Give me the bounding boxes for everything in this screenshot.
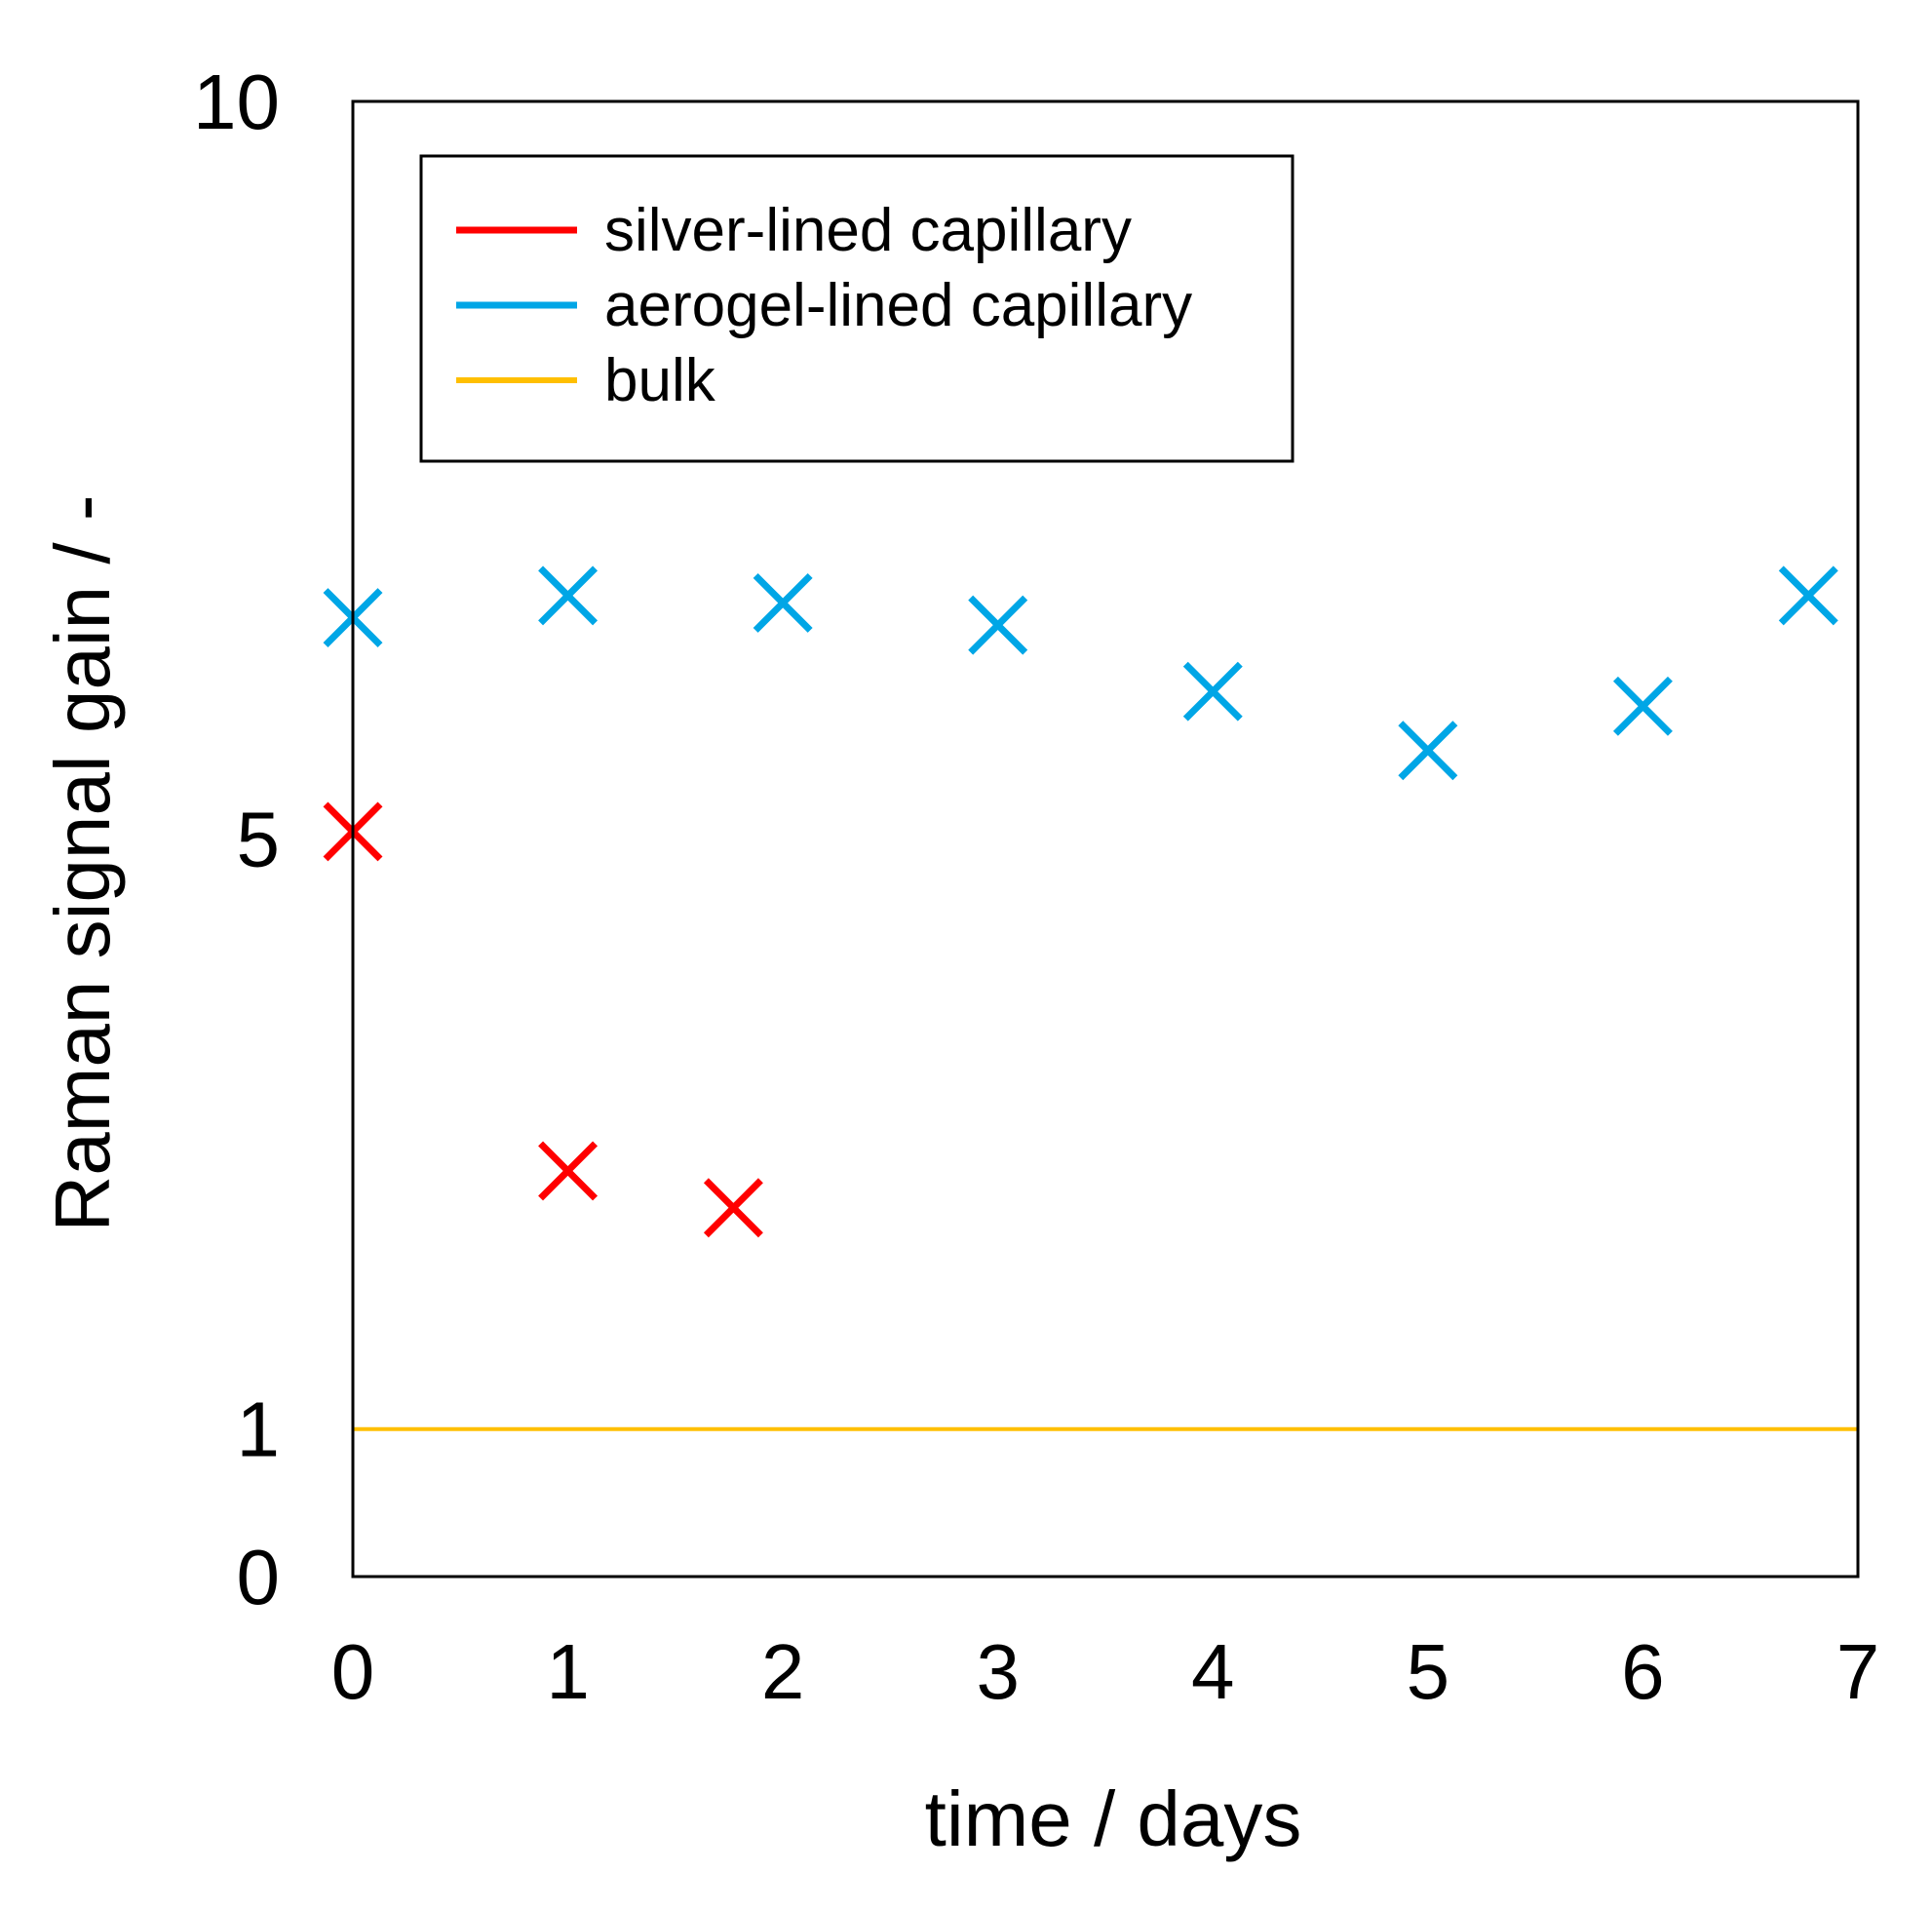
data-point-aerogel-lined-capillary [968,595,1028,655]
data-point-aerogel-lined-capillary [1778,566,1838,626]
y-tick-label: 1 [237,1386,281,1473]
data-point-aerogel-lined-capillary [1612,676,1673,736]
point-marker-stroke [753,572,813,633]
data-point-silver-lined-capillary [703,1178,763,1238]
x-tick-label: 3 [976,1628,1020,1715]
data-point-silver-lined-capillary [538,1141,599,1201]
x-tick-label: 1 [546,1628,590,1715]
legend-label: bulk [604,347,716,414]
point-marker-stroke [968,595,1028,655]
y-tick-label: 5 [237,797,281,883]
data-point-aerogel-lined-capillary [538,566,599,626]
data-point-aerogel-lined-capillary [753,572,813,633]
point-marker-stroke [1612,676,1673,736]
y-tick-label: 10 [193,58,280,145]
point-marker-stroke [1778,566,1838,626]
point-marker-stroke [1398,721,1458,781]
legend-label: silver-lined capillary [604,197,1132,264]
point-marker-stroke [703,1178,763,1238]
point-marker-stroke [538,1141,599,1201]
plot-area-frame [351,99,1860,1579]
x-tick-label: 6 [1621,1628,1665,1715]
x-tick-label: 0 [331,1628,375,1715]
x-axis-title: time / days [925,1775,1302,1862]
x-tick-label: 7 [1836,1628,1880,1715]
y-axis-tick-labels: 0 1 5 10 [193,58,280,1620]
x-tick-label: 5 [1407,1628,1450,1715]
data-marks-layer [323,566,1858,1431]
point-marker-stroke [538,566,599,626]
x-tick-label: 4 [1191,1628,1235,1715]
y-tick-label: 0 [237,1534,281,1620]
y-axis-title: Raman signal gain / - [39,495,126,1232]
legend-label: aerogel-lined capillary [604,272,1192,339]
x-axis-tick-labels: 0 1 2 3 4 5 6 7 [331,1628,1880,1715]
x-tick-label: 2 [761,1628,805,1715]
data-point-aerogel-lined-capillary [1398,721,1458,781]
legend: silver-lined capillary aerogel-lined capi… [419,154,1294,463]
data-point-aerogel-lined-capillary [1182,661,1243,722]
point-marker-stroke [1182,661,1243,722]
